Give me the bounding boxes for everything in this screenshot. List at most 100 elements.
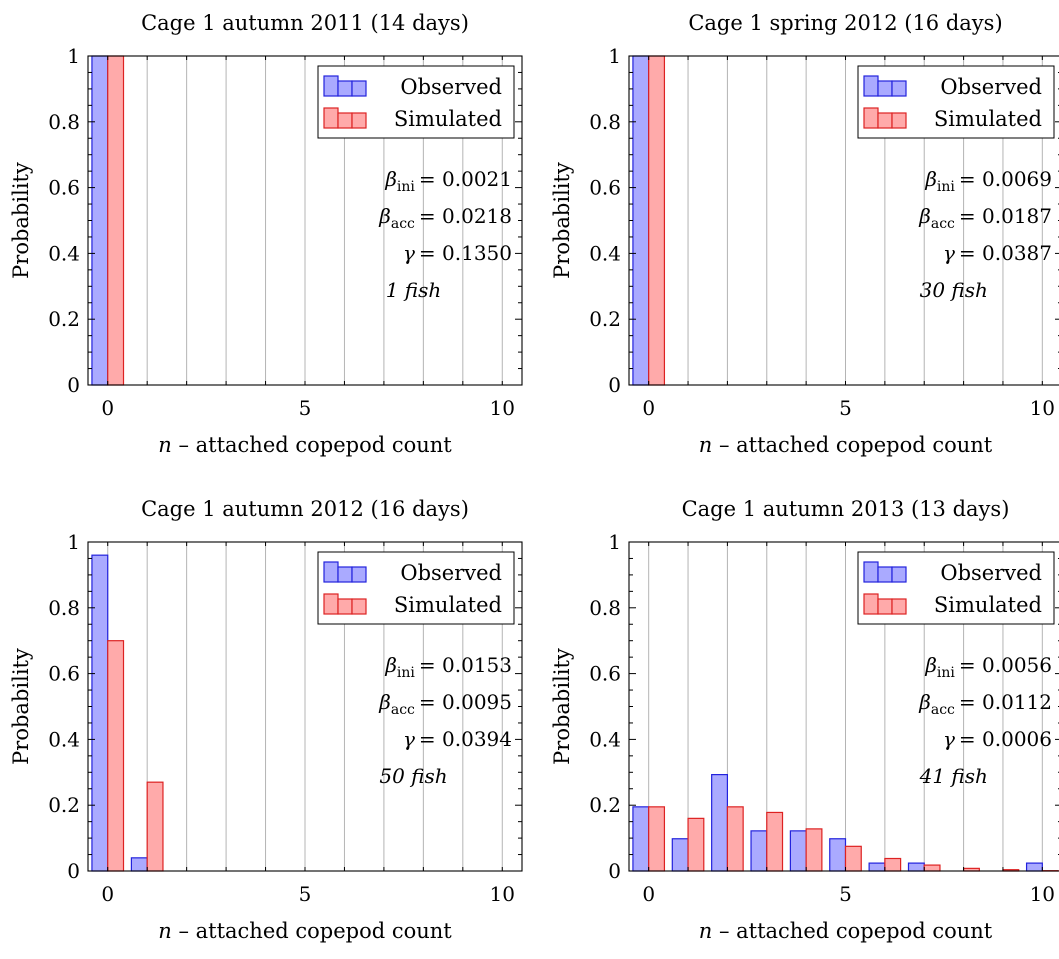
x-tick-label: 0 xyxy=(101,396,114,420)
x-tick-label: 10 xyxy=(1030,396,1055,420)
simulated-swatch xyxy=(891,112,907,129)
y-tick-label: 1 xyxy=(608,530,621,554)
parameter-annotation: γ = 0.0387 xyxy=(943,241,1052,265)
parameter-annotation: 41 fish xyxy=(919,764,988,788)
observed-bar xyxy=(711,774,729,872)
legend: Observed Simulated xyxy=(857,551,1055,625)
simulated-swatch xyxy=(891,598,907,615)
simulated-bar xyxy=(766,811,784,872)
observed-bar xyxy=(632,55,650,386)
chart-title: Cage 1 autumn 2013 (13 days) xyxy=(682,497,1010,521)
observed-bar xyxy=(1025,862,1043,872)
legend-label: Simulated xyxy=(934,593,1042,617)
simulated-bar xyxy=(884,857,902,872)
x-tick-label: 5 xyxy=(299,396,312,420)
y-tick-label: 0.4 xyxy=(48,241,80,265)
chart-panel-2: Cage 1 spring 2012 (16 days) 0 0.2 0.4 0.6 0.… xyxy=(550,11,1059,457)
simulated-swatch xyxy=(877,112,893,129)
parameter-annotation: βini = 0.0021 xyxy=(384,167,512,195)
simulated-bar xyxy=(107,55,125,386)
observed-swatch xyxy=(351,80,367,97)
y-axis-label: Probability xyxy=(9,648,33,765)
legend-label: Observed xyxy=(940,75,1042,99)
simulated-swatch xyxy=(863,593,879,615)
x-tick-label: 10 xyxy=(490,396,515,420)
y-tick-label: 0.8 xyxy=(48,110,80,134)
simulated-bar xyxy=(648,55,666,386)
observed-bar xyxy=(671,838,689,872)
parameter-annotation: βacc = 0.0112 xyxy=(918,690,1052,718)
y-tick-label: 0.6 xyxy=(48,176,80,200)
legend-label: Simulated xyxy=(394,107,502,131)
x-axis-label: n – attached copepod count xyxy=(699,919,993,943)
observed-swatch xyxy=(323,561,339,583)
simulated-swatch xyxy=(877,598,893,615)
parameter-annotation: βacc = 0.0187 xyxy=(918,204,1052,232)
simulated-swatch xyxy=(323,593,339,615)
simulated-bar xyxy=(805,828,823,872)
observed-bar xyxy=(632,806,650,872)
x-axis-label: n – attached copepod count xyxy=(158,919,452,943)
parameter-annotation: 1 fish xyxy=(386,278,442,302)
y-tick-label: 0.8 xyxy=(48,596,80,620)
legend-label: Observed xyxy=(400,75,502,99)
y-tick-label: 0 xyxy=(608,373,621,397)
simulated-bar xyxy=(107,640,125,872)
observed-swatch xyxy=(337,566,353,583)
legend: Observed Simulated xyxy=(317,551,515,625)
observed-bar xyxy=(91,55,109,386)
simulated-swatch xyxy=(337,598,353,615)
y-tick-label: 0.4 xyxy=(589,241,621,265)
x-tick-label: 10 xyxy=(1030,882,1055,906)
observed-bar xyxy=(868,862,886,872)
y-tick-label: 0.6 xyxy=(589,662,621,686)
x-tick-label: 5 xyxy=(299,882,312,906)
parameter-annotation: γ = 0.1350 xyxy=(403,241,512,265)
observed-swatch xyxy=(877,80,893,97)
y-tick-label: 1 xyxy=(608,44,621,68)
legend-label: Observed xyxy=(940,561,1042,585)
y-tick-label: 0.2 xyxy=(48,793,80,817)
observed-swatch xyxy=(891,566,907,583)
parameter-annotation: 50 fish xyxy=(379,764,447,788)
y-tick-label: 0.6 xyxy=(48,662,80,686)
observed-swatch xyxy=(323,75,339,97)
y-tick-label: 0.4 xyxy=(589,727,621,751)
parameter-annotation: βacc = 0.0095 xyxy=(378,690,512,718)
chart-title: Cage 1 spring 2012 (16 days) xyxy=(688,11,1002,35)
x-tick-label: 5 xyxy=(839,882,852,906)
simulated-bar xyxy=(923,864,941,872)
simulated-bar xyxy=(648,806,666,872)
parameter-annotation: γ = 0.0394 xyxy=(403,727,512,751)
y-tick-label: 0.8 xyxy=(589,596,621,620)
legend-label: Simulated xyxy=(934,107,1042,131)
observed-bar xyxy=(750,830,768,872)
x-tick-label: 5 xyxy=(839,396,852,420)
simulated-swatch xyxy=(863,107,879,129)
chart-panel-1: Cage 1 autumn 2011 (14 days) 0 0.2 0.4 0.6 0.… xyxy=(9,11,523,457)
observed-bar xyxy=(789,830,807,872)
observed-swatch xyxy=(351,566,367,583)
observed-bar xyxy=(829,838,847,872)
observed-bar xyxy=(130,857,148,872)
simulated-bar xyxy=(687,817,705,872)
simulated-swatch xyxy=(337,112,353,129)
parameter-annotation: βacc = 0.0218 xyxy=(378,204,512,232)
observed-swatch xyxy=(877,566,893,583)
simulated-swatch xyxy=(323,107,339,129)
x-tick-label: 0 xyxy=(101,882,114,906)
y-tick-label: 0.6 xyxy=(589,176,621,200)
x-axis-label: n – attached copepod count xyxy=(699,433,993,457)
observed-bar xyxy=(91,554,109,872)
x-axis-label: n – attached copepod count xyxy=(158,433,452,457)
chart-title: Cage 1 autumn 2012 (16 days) xyxy=(141,497,469,521)
y-tick-label: 0 xyxy=(67,373,80,397)
y-tick-label: 0.2 xyxy=(589,307,621,331)
legend: Observed Simulated xyxy=(317,65,515,139)
simulated-bar xyxy=(146,781,164,872)
parameter-annotation: 30 fish xyxy=(920,278,988,302)
observed-swatch xyxy=(337,80,353,97)
simulated-bar xyxy=(726,806,744,872)
simulated-swatch xyxy=(351,598,367,615)
